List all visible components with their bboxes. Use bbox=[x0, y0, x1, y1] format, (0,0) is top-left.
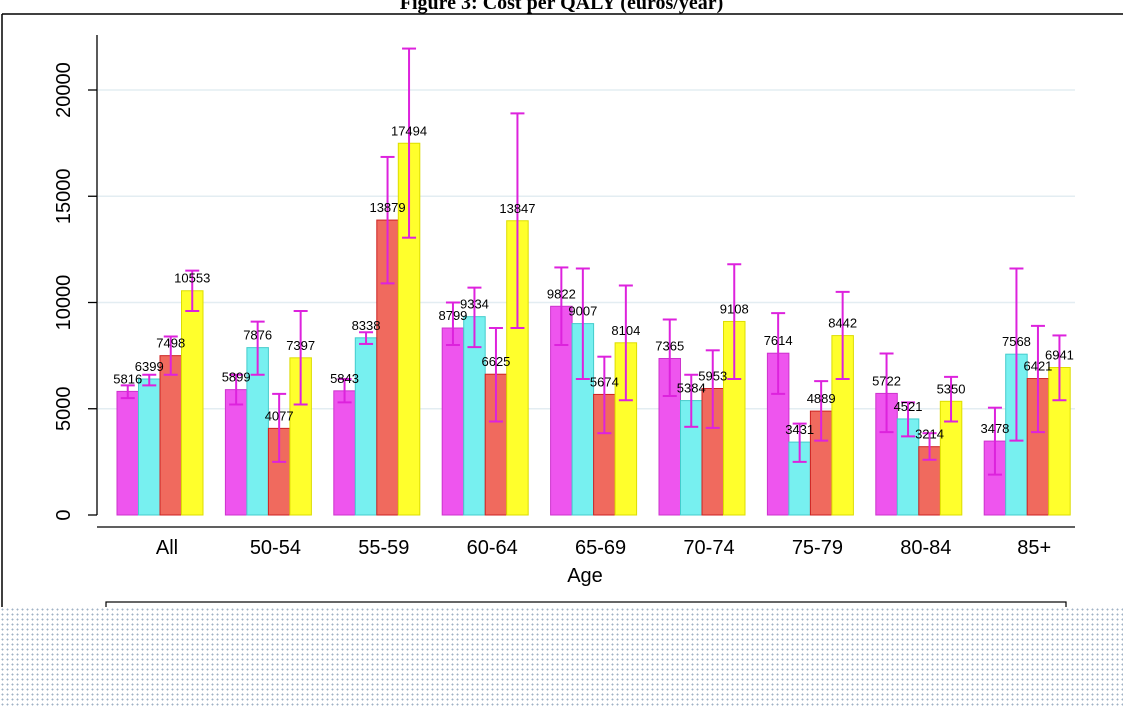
data-label: 8104 bbox=[611, 323, 640, 338]
x-tick-label: 65-69 bbox=[575, 537, 626, 559]
x-tick-label: 80-84 bbox=[900, 537, 951, 559]
data-label: 6421 bbox=[1023, 359, 1052, 374]
data-label: 5816 bbox=[113, 371, 142, 386]
data-label: 9334 bbox=[460, 297, 489, 312]
data-label: 3214 bbox=[915, 427, 944, 442]
data-label: 7397 bbox=[286, 338, 315, 353]
data-label: 5843 bbox=[330, 371, 359, 386]
data-label: 5899 bbox=[222, 370, 251, 385]
y-tick-label: 20000 bbox=[53, 62, 75, 118]
data-label: 8338 bbox=[352, 318, 381, 333]
data-label: 5722 bbox=[872, 373, 901, 388]
x-tick-label: 75-79 bbox=[792, 537, 843, 559]
data-label: 7365 bbox=[655, 338, 684, 353]
x-tick-label: 60-64 bbox=[467, 537, 518, 559]
data-label: 7614 bbox=[764, 333, 793, 348]
data-label: 7568 bbox=[1002, 334, 1031, 349]
bars-layer bbox=[116, 47, 1071, 516]
x-tick-label: 55-59 bbox=[358, 537, 409, 559]
y-tick-label: 10000 bbox=[53, 275, 75, 331]
y-tick-label: 5000 bbox=[53, 387, 75, 432]
data-label: 9822 bbox=[547, 286, 576, 301]
data-label: 6941 bbox=[1045, 348, 1074, 363]
data-label: 8442 bbox=[828, 316, 857, 331]
bar bbox=[181, 290, 204, 516]
data-label: 8799 bbox=[438, 308, 467, 323]
data-label: 5953 bbox=[698, 368, 727, 383]
data-label: 4077 bbox=[265, 408, 294, 423]
value-labels-layer: 5816 5899 5843 8799 9822 7365 7614 5722 3478 6399… bbox=[113, 123, 1074, 441]
dotted-overlay bbox=[0, 607, 1123, 707]
x-axis-title: Age bbox=[567, 565, 603, 587]
x-tick-label: All bbox=[156, 537, 178, 559]
data-label: 9108 bbox=[720, 301, 749, 316]
bar bbox=[138, 378, 161, 516]
bar bbox=[116, 390, 139, 516]
y-tick-label: 15000 bbox=[53, 168, 75, 224]
bar bbox=[224, 389, 248, 516]
x-tick-label: 50-54 bbox=[250, 537, 301, 559]
data-label: 5674 bbox=[590, 374, 619, 389]
data-label: 13847 bbox=[499, 201, 535, 216]
data-label: 3431 bbox=[785, 422, 814, 437]
x-tick-label: 85+ bbox=[1017, 537, 1051, 559]
data-label: 6399 bbox=[135, 359, 164, 374]
data-label: 10553 bbox=[174, 271, 210, 286]
data-label: 5350 bbox=[937, 381, 966, 396]
data-label: 3478 bbox=[980, 421, 1009, 436]
data-label: 5384 bbox=[677, 381, 706, 396]
bar bbox=[333, 390, 356, 516]
data-label: 6625 bbox=[481, 354, 510, 369]
data-label: 7498 bbox=[156, 336, 185, 351]
bar bbox=[159, 355, 182, 516]
x-tick-label: 70-74 bbox=[683, 537, 734, 559]
data-label: 4889 bbox=[807, 391, 836, 406]
y-tick-label: 0 bbox=[53, 509, 75, 520]
data-label: 13879 bbox=[369, 200, 405, 215]
data-label: 9007 bbox=[568, 304, 597, 319]
bar bbox=[441, 327, 465, 516]
data-label: 17494 bbox=[391, 123, 427, 138]
axes-layer: 0 5000 10000 15000 20000 All 50-54 55-59 60-64 65… bbox=[53, 35, 1075, 559]
data-label: 4521 bbox=[894, 399, 923, 414]
data-label: 7876 bbox=[243, 328, 272, 343]
bar bbox=[354, 337, 378, 516]
page-title: Figure 3: Cost per QALY (euros/year) bbox=[399, 0, 724, 14]
